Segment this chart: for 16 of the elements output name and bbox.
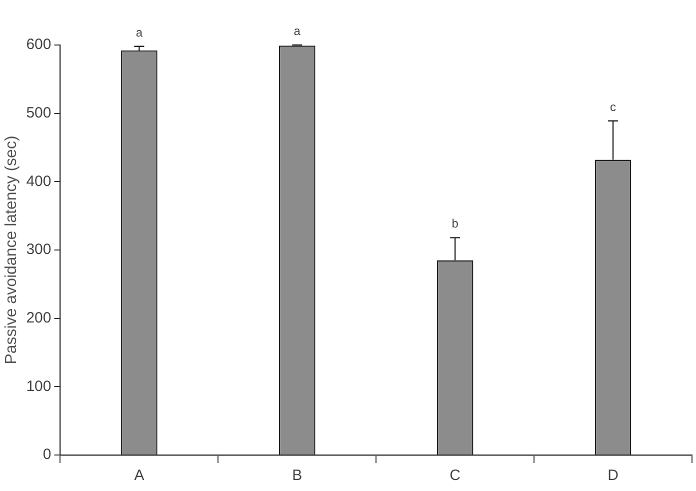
annotation: b <box>452 216 459 231</box>
y-tick-label: 400 <box>26 172 52 190</box>
annotation: a <box>294 24 301 38</box>
y-tick-label: 300 <box>26 241 52 258</box>
y-tick-label: 100 <box>26 378 52 395</box>
x-tick-label: B <box>292 467 302 484</box>
x-tick-label: C <box>450 467 461 484</box>
annotation: a <box>136 25 143 40</box>
annotation: c <box>610 100 616 114</box>
x-tick-label: D <box>608 467 619 484</box>
y-tick-label: 0 <box>42 446 52 464</box>
y-tick-label: 200 <box>26 309 52 326</box>
y-tick-label: 600 <box>26 36 52 54</box>
y-axis-title: Passive avoidance latency (sec) <box>3 136 20 364</box>
y-tick-label: 500 <box>26 104 52 122</box>
x-tick-label: A <box>134 467 144 484</box>
